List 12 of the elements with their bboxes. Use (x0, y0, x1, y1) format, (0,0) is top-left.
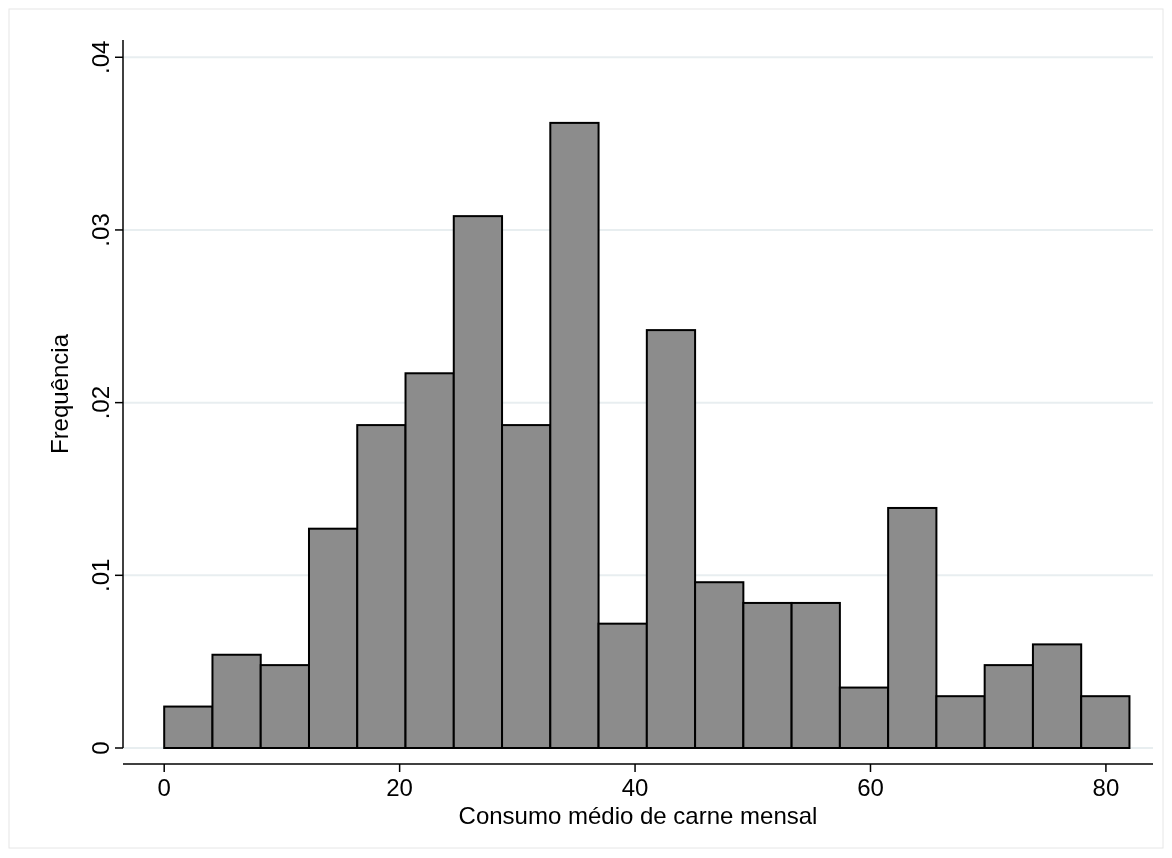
x-tick-label: 0 (157, 774, 171, 801)
y-tick-label: .03 (87, 213, 114, 247)
y-tick-label: .04 (87, 40, 114, 74)
y-axis-title: Frequência (46, 333, 73, 455)
x-axis-title: Consumo médio de carne mensal (458, 802, 818, 829)
x-tick-label: 40 (621, 774, 649, 801)
y-tick-label: .01 (87, 558, 114, 592)
y-tick-label: .02 (87, 385, 114, 420)
y-tick-label: 0 (87, 741, 114, 755)
x-tick-label: 60 (857, 774, 884, 801)
x-tick-label: 20 (386, 774, 413, 801)
x-tick-label: 80 (1092, 774, 1120, 801)
